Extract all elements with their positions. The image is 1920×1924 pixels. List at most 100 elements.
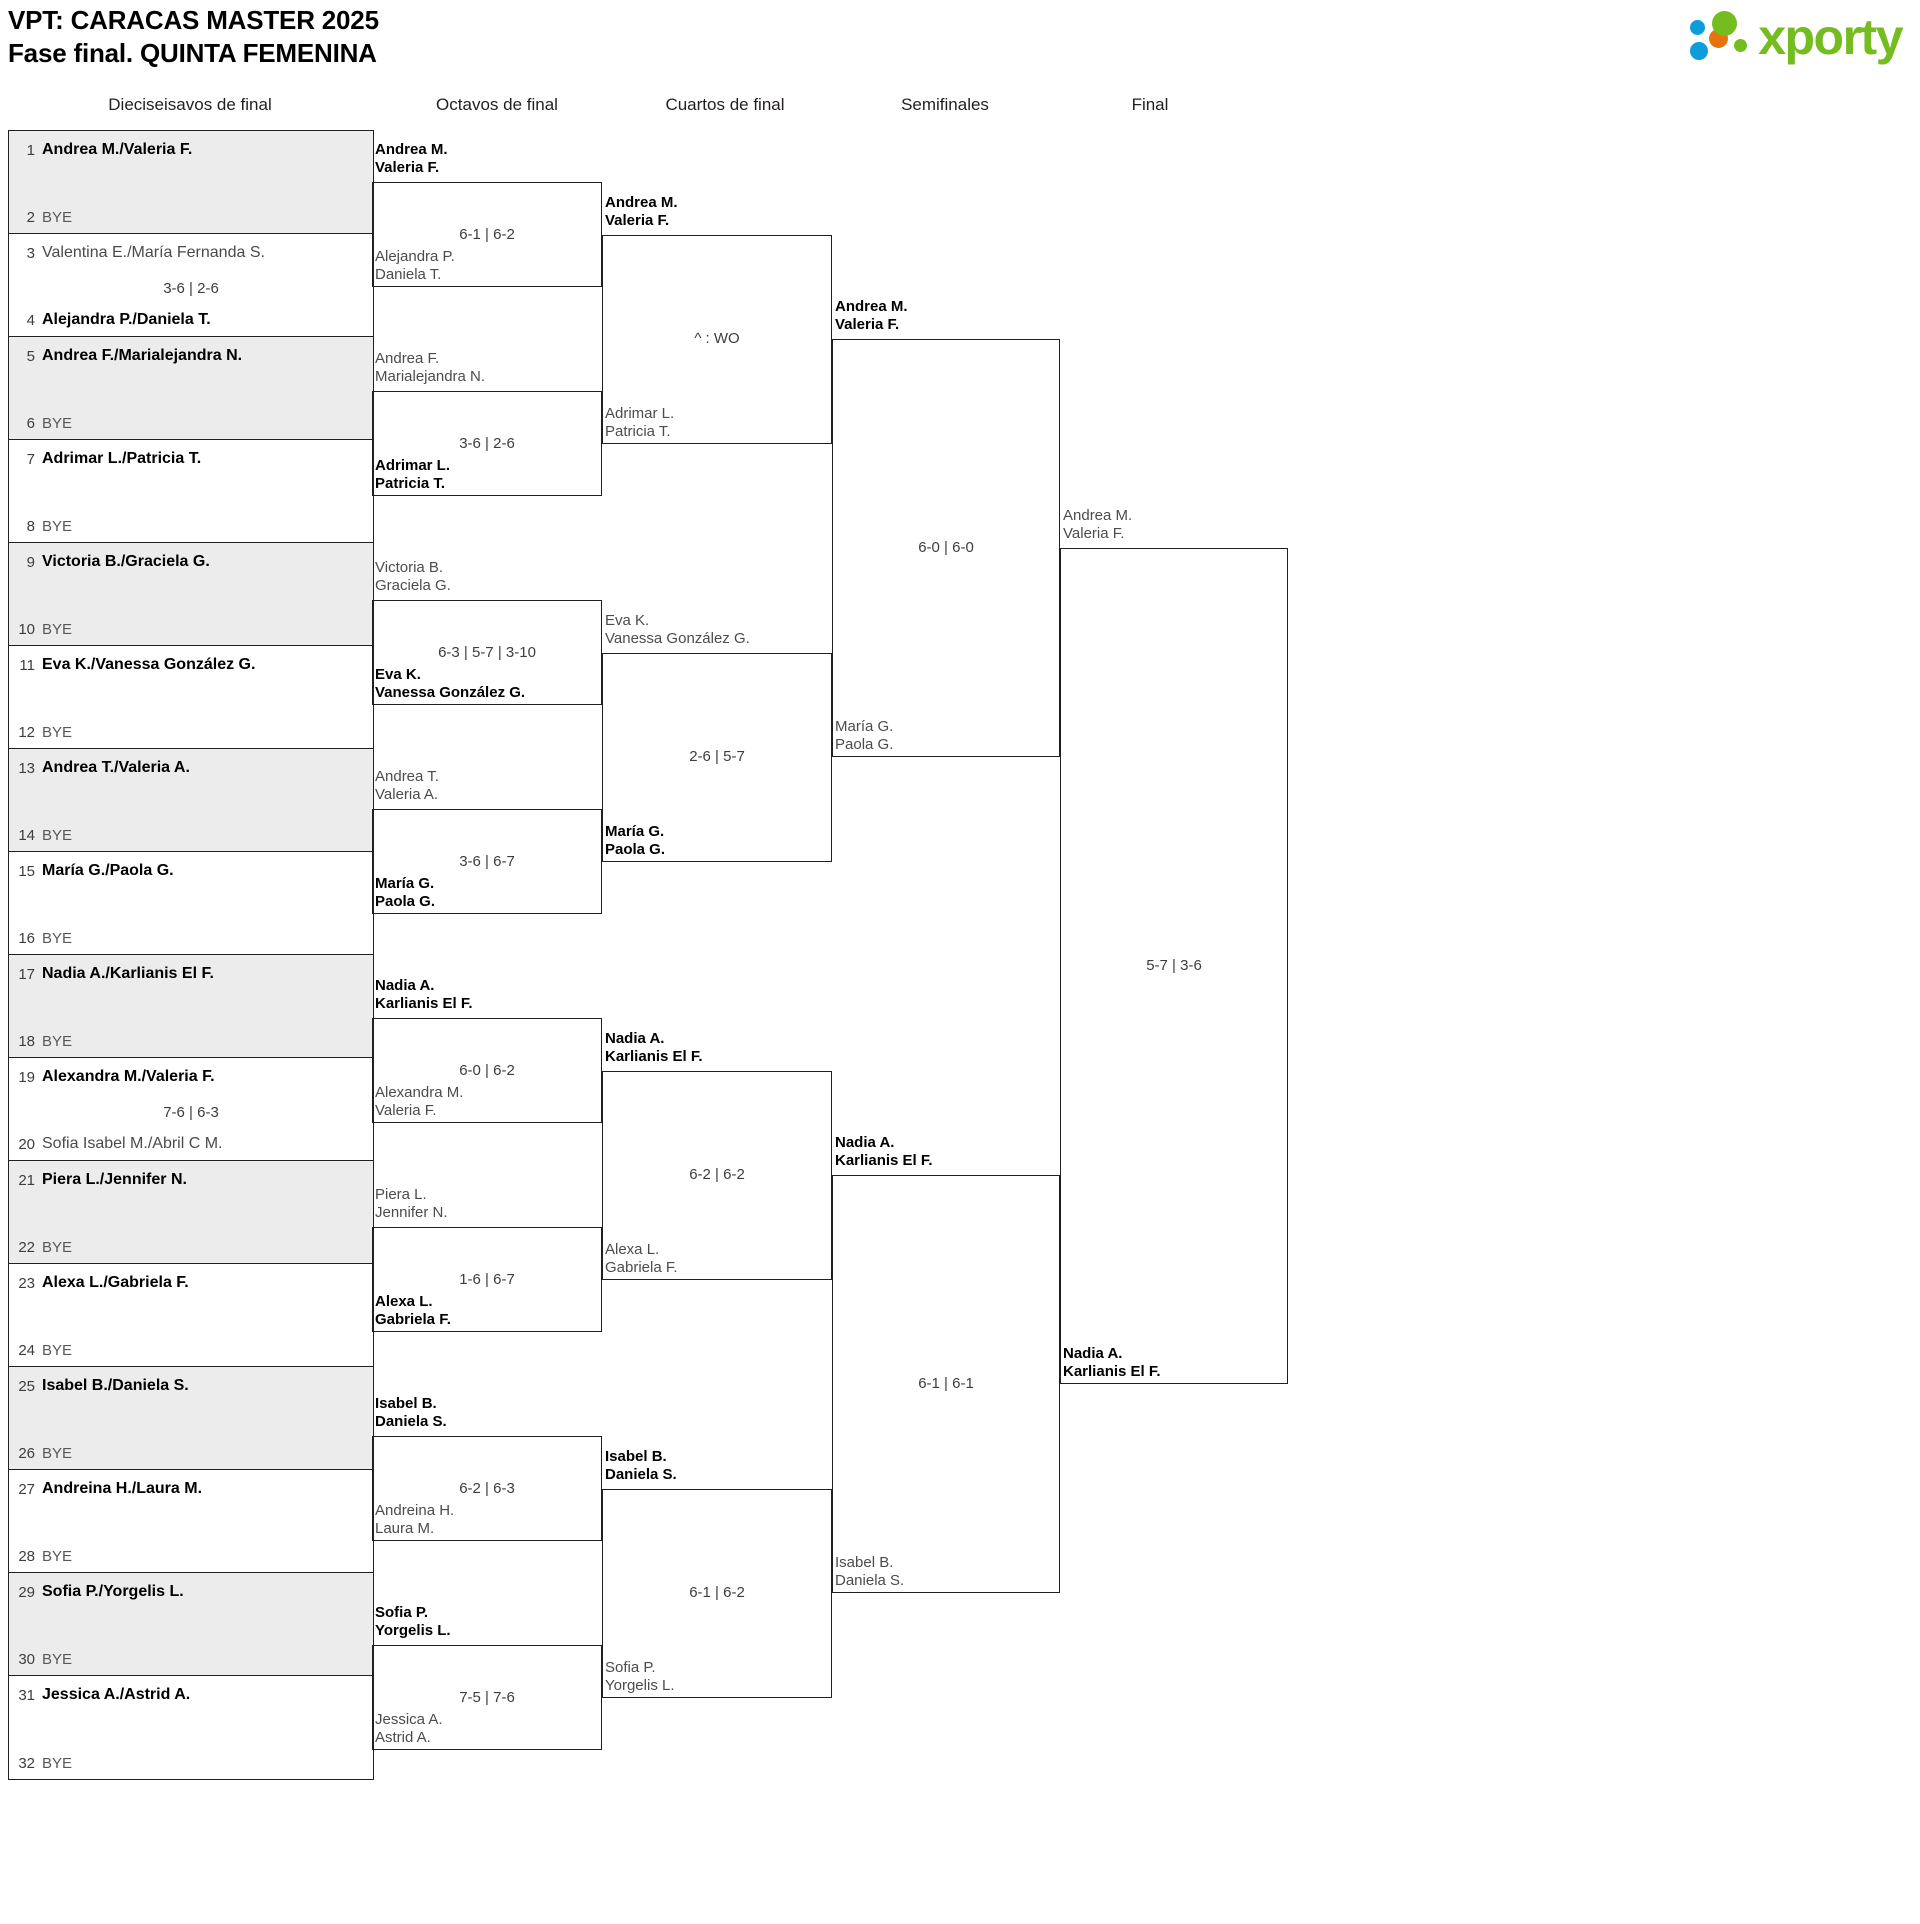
team-player-2: Valeria F. [605, 211, 670, 229]
winner-team-name: Isabel B. Daniela S. [605, 1448, 677, 1484]
seed-number: 28 [18, 1547, 35, 1565]
match-box[interactable]: Andrea M. Valeria F. Nadia A. Karlianis El … [1060, 507, 1288, 1384]
round1-slot[interactable]: 7 Adrimar L./Patricia T. [9, 445, 373, 473]
seed-number: 1 [26, 141, 35, 159]
round1-slot[interactable]: 22 BYE [9, 1233, 373, 1261]
bye-label: BYE [42, 208, 73, 226]
round1-slot[interactable]: 31 Jessica A./Astrid A. [9, 1681, 373, 1709]
match-box[interactable]: Victoria B. Graciela G. Eva K. Vanessa Gonz… [372, 559, 602, 705]
team-name: Victoria B./Graciela G. [42, 553, 210, 570]
team-player-2: Paola G. [835, 736, 894, 753]
round1-slot[interactable]: 25 Isabel B./Daniela S. [9, 1372, 373, 1400]
team-player-1: Andrea M. [605, 193, 678, 211]
team-player-2: Gabriela F. [375, 1310, 451, 1328]
round1-pair: 9 Victoria B./Graciela G. 10 BYE [9, 543, 373, 646]
bye-label: BYE [42, 929, 73, 947]
round1-slot[interactable]: 27 Andreina H./Laura M. [9, 1475, 373, 1503]
match-score: 3-6 | 6-7 [459, 852, 515, 870]
round1-slot[interactable]: 15 María G./Paola G. [9, 857, 373, 885]
loser-team-name: Andrea M. Valeria F. [1063, 507, 1132, 543]
match-score: 6-1 | 6-1 [918, 1375, 974, 1392]
team-name: María G./Paola G. [42, 862, 174, 879]
logo-wordmark: xporty [1758, 9, 1903, 65]
round1-pair: 17 Nadia A./Karlianis El F. 18 BYE [9, 955, 373, 1058]
match-box[interactable]: Andrea F. Marialejandra N. Adrimar L. Patri… [372, 350, 602, 496]
round1-slot[interactable]: 1 Andrea M./Valeria F. [9, 136, 373, 164]
round1-slot[interactable]: 20 Sofia Isabel M./Abril C M. [9, 1130, 373, 1158]
round1-slot[interactable]: 5 Andrea F./Marialejandra N. [9, 342, 373, 370]
round1-slot[interactable]: 28 BYE [9, 1542, 373, 1570]
team-player-1: Andrea M. [1063, 507, 1133, 524]
round1-slot[interactable]: 30 BYE [9, 1645, 373, 1673]
match-box[interactable]: Piera L. Jennifer N. Alexa L. Gabriela F. 1-… [372, 1186, 602, 1332]
page-title: VPT: CARACAS MASTER 2025 Fase final. QUI… [8, 4, 1208, 70]
match-box[interactable]: Eva K. Vanessa González G. María G. Paola G… [602, 612, 832, 862]
match-box[interactable]: Andrea M. Valeria F. María G. Paola G. 6-0 |… [832, 298, 1060, 757]
match-box[interactable]: Nadia A. Karlianis El F. Isabel B. Daniela … [832, 1134, 1060, 1593]
bye-label: BYE [42, 1341, 73, 1359]
team-player-2: Jennifer N. [375, 1204, 448, 1222]
team-player-2: Valeria F. [835, 316, 900, 333]
round1-slot[interactable]: 12 BYE [9, 718, 373, 746]
team-player-1: Andrea M. [375, 141, 448, 159]
round1-slot[interactable]: 16 BYE [9, 924, 373, 952]
team-player-1: Sofia P. [375, 1604, 429, 1622]
match-box[interactable]: Andrea T. Valeria A. María G. Paola G. 3-6 |… [372, 768, 602, 914]
round1-slot[interactable]: 18 BYE [9, 1027, 373, 1055]
match-box[interactable]: Nadia A. Karlianis El F. Alexa L. Gabriela … [602, 1030, 832, 1280]
loser-team-name: Victoria B. Graciela G. [375, 559, 451, 595]
match-box[interactable]: Andrea M. Valeria F. Alejandra P. Daniela T… [372, 141, 602, 287]
team-player-1: Isabel B. [375, 1395, 437, 1413]
loser-team-name: Sofia P. Yorgelis L. [605, 1659, 675, 1695]
round1-slot[interactable]: 13 Andrea T./Valeria A. [9, 754, 373, 782]
bye-label: BYE [42, 414, 73, 432]
round1-slot[interactable]: 14 BYE [9, 821, 373, 849]
winner-team-name: Nadia A. Karlianis El F. [605, 1030, 703, 1066]
round1-pair: 21 Piera L./Jennifer N. 22 BYE [9, 1161, 373, 1264]
match-box[interactable]: Isabel B. Daniela S. Andreina H. Laura M. 6-… [372, 1395, 602, 1541]
round1-slot[interactable]: 11 Eva K./Vanessa González G. [9, 651, 373, 679]
match-box[interactable]: Sofia P. Yorgelis L. Jessica A. Astrid A. 7-… [372, 1604, 602, 1750]
round1-slot[interactable]: 17 Nadia A./Karlianis El F. [9, 960, 373, 988]
match-box[interactable]: Isabel B. Daniela S. Sofia P. Yorgelis L. 6-… [602, 1448, 832, 1698]
seed-number: 13 [18, 759, 35, 777]
seed-number: 14 [18, 826, 35, 844]
round1-slot[interactable]: 32 BYE [9, 1749, 373, 1777]
round1-pair: 19 Alexandra M./Valeria F. 20 Sofia Isabel … [9, 1058, 373, 1161]
winner-team-name: Eva K. Vanessa González G. [375, 666, 525, 702]
winner-team-name: Adrimar L. Patricia T. [375, 457, 450, 493]
round1-slot[interactable]: 6 BYE [9, 409, 373, 437]
team-name: Sofia P./Yorgelis L. [42, 1583, 184, 1600]
seed-number: 26 [18, 1444, 35, 1462]
round1-slot[interactable]: 26 BYE [9, 1439, 373, 1467]
winner-team-name: Isabel B. Daniela S. [375, 1395, 447, 1431]
round1-slot[interactable]: 10 BYE [9, 615, 373, 643]
round1-pair: 5 Andrea F./Marialejandra N. 6 BYE [9, 337, 373, 440]
match-box[interactable]: Andrea M. Valeria F. Adrimar L. Patricia T.… [602, 194, 832, 444]
team-player-1: María G. [375, 874, 435, 892]
team-player-2: Daniela S. [375, 1413, 447, 1431]
round1-slot[interactable]: 21 Piera L./Jennifer N. [9, 1166, 373, 1194]
bye-label: BYE [42, 517, 73, 535]
match-box[interactable]: Nadia A. Karlianis El F. Alexandra M. Valer… [372, 977, 602, 1123]
seed-number: 27 [18, 1480, 35, 1498]
team-player-2: Paola G. [605, 840, 666, 858]
round1-slot[interactable]: 4 Alejandra P./Daniela T. [9, 306, 373, 334]
round1-slot[interactable]: 29 Sofia P./Yorgelis L. [9, 1578, 373, 1606]
logo-dots-icon [1690, 11, 1752, 63]
round1-slot[interactable]: 8 BYE [9, 512, 373, 540]
round1-slot[interactable]: 2 BYE [9, 203, 373, 231]
team-player-1: Jessica A. [375, 1710, 443, 1728]
round1-slot[interactable]: 9 Victoria B./Graciela G. [9, 548, 373, 576]
team-name: Alexa L./Gabriela F. [42, 1274, 189, 1291]
bye-label: BYE [42, 1238, 73, 1256]
round1-slot[interactable]: 3 Valentina E./María Fernanda S. [9, 239, 373, 267]
team-player-2: Daniela S. [835, 1572, 905, 1589]
team-player-1: Victoria B. [375, 559, 444, 577]
round1-slot[interactable]: 23 Alexa L./Gabriela F. [9, 1269, 373, 1297]
round1-slot[interactable]: 19 Alexandra M./Valeria F. [9, 1063, 373, 1091]
loser-team-name: María G. Paola G. [835, 718, 893, 754]
round1-slot[interactable]: 24 BYE [9, 1336, 373, 1364]
team-player-2: Graciela G. [375, 577, 451, 595]
bye-label: BYE [42, 826, 73, 844]
